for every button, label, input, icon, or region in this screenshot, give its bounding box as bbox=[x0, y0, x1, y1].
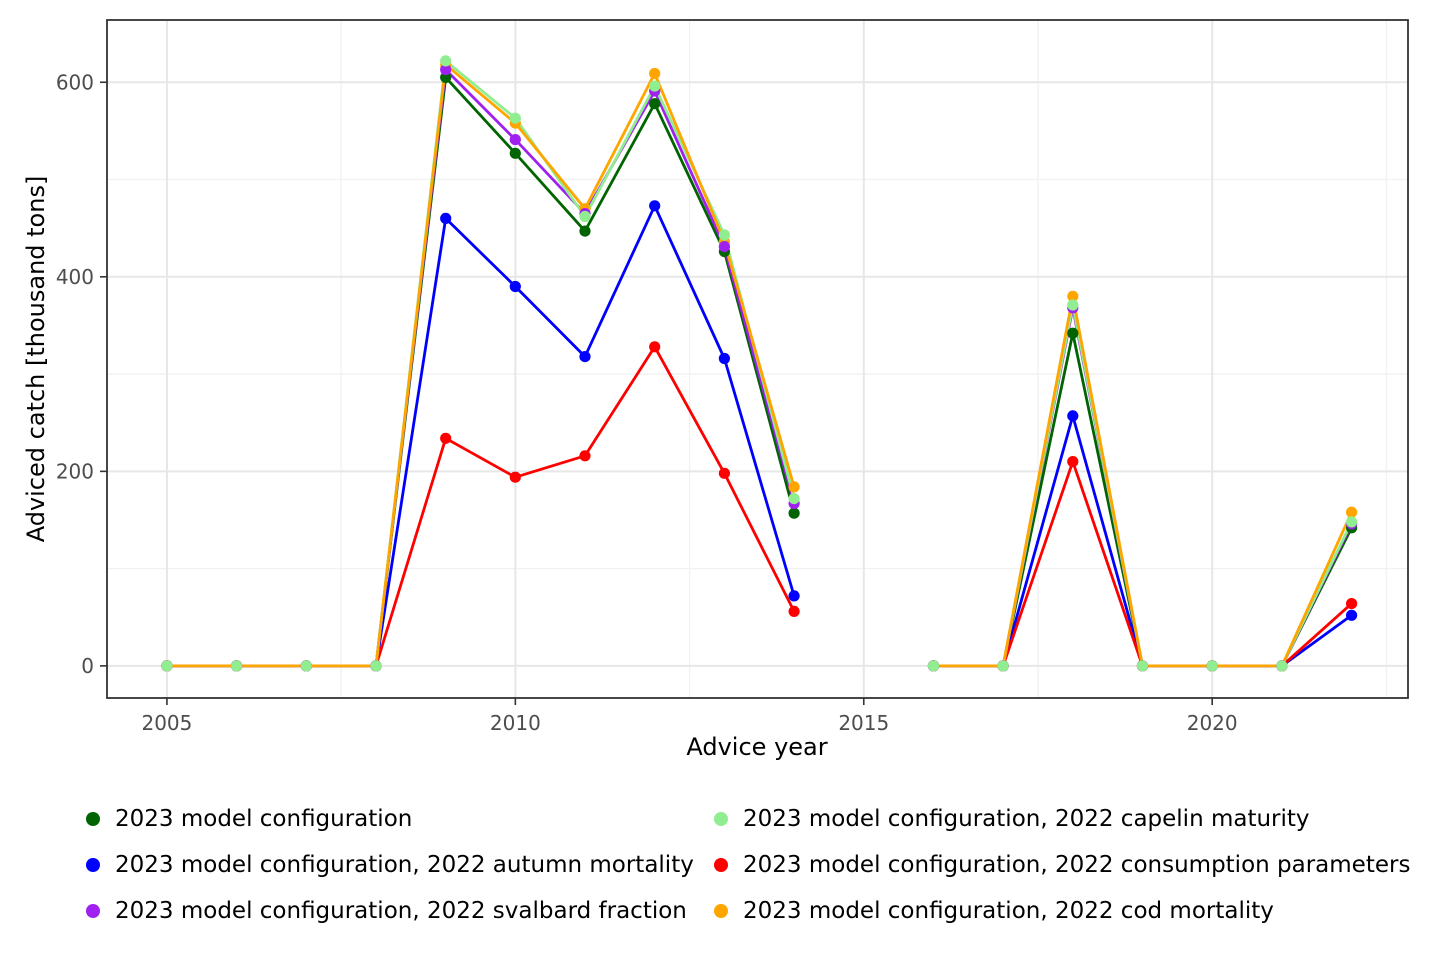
data-point bbox=[788, 493, 800, 505]
data-point bbox=[579, 210, 591, 223]
legend-item: 2023 model configuration, 2022 capelin m… bbox=[714, 806, 1410, 832]
data-point bbox=[649, 98, 661, 110]
legend-item: 2023 model configuration, 2022 autumn mo… bbox=[86, 852, 714, 878]
line-chart: 0 200 400 600 2005 2010 2015 2020 Advice year A… bbox=[22, 19, 1409, 761]
x-tick-label: 2010 bbox=[490, 711, 541, 735]
panel-border bbox=[106, 19, 1409, 699]
data-point bbox=[579, 225, 591, 237]
legend-item: 2023 model configuration, 2022 cod morta… bbox=[714, 898, 1410, 924]
legend-dot-icon bbox=[86, 858, 100, 872]
data-point bbox=[1136, 660, 1149, 672]
chart-series bbox=[161, 55, 1358, 672]
axis-ticks: 0 200 400 600 2005 2010 2015 2020 bbox=[56, 70, 1238, 735]
data-point bbox=[370, 660, 382, 672]
data-point bbox=[440, 432, 452, 444]
data-point bbox=[509, 471, 521, 483]
data-point bbox=[718, 352, 731, 365]
data-point bbox=[440, 55, 452, 67]
x-tick-label: 2005 bbox=[141, 711, 192, 735]
y-tick-label: 200 bbox=[56, 459, 94, 483]
data-point bbox=[440, 212, 452, 224]
panel-border-rect bbox=[106, 19, 1409, 699]
data-point bbox=[509, 112, 521, 124]
data-point bbox=[1276, 660, 1288, 672]
y-tick-label: 600 bbox=[56, 70, 94, 94]
data-point bbox=[1067, 299, 1079, 311]
x-tick-label: 2015 bbox=[838, 711, 889, 735]
legend-label: 2023 model configuration, 2022 svalbard … bbox=[115, 898, 687, 924]
data-point bbox=[440, 64, 452, 76]
legend-dot-icon bbox=[714, 812, 728, 826]
data-point bbox=[509, 147, 521, 159]
data-point bbox=[718, 229, 731, 241]
data-point bbox=[788, 481, 800, 493]
data-point bbox=[1067, 327, 1079, 339]
data-point bbox=[1346, 506, 1358, 518]
data-point bbox=[1346, 598, 1358, 610]
data-point bbox=[300, 660, 312, 672]
data-point bbox=[788, 590, 800, 602]
data-point bbox=[1067, 290, 1079, 302]
data-point bbox=[579, 351, 591, 363]
data-point bbox=[1067, 456, 1079, 468]
data-point bbox=[1067, 410, 1079, 422]
data-point bbox=[161, 660, 173, 672]
series-line bbox=[166, 204, 1353, 668]
data-point bbox=[788, 605, 800, 618]
legend-dot-icon bbox=[714, 858, 728, 872]
legend-dot-icon bbox=[86, 812, 100, 826]
data-point bbox=[1206, 660, 1218, 672]
y-tick-label: 0 bbox=[81, 654, 94, 678]
data-point bbox=[1346, 609, 1358, 621]
legend-dot-icon bbox=[714, 904, 728, 918]
data-point bbox=[649, 67, 661, 80]
data-point bbox=[509, 280, 521, 293]
data-point bbox=[649, 200, 661, 212]
data-point bbox=[927, 660, 940, 672]
legend-label: 2023 model configuration, 2022 autumn mo… bbox=[115, 852, 694, 878]
data-point bbox=[997, 660, 1009, 672]
y-tick-label: 400 bbox=[56, 265, 94, 289]
legend-label: 2023 model configuration, 2022 cod morta… bbox=[743, 898, 1274, 924]
series-line bbox=[166, 345, 1353, 668]
data-point bbox=[579, 450, 591, 462]
x-tick-label: 2020 bbox=[1187, 711, 1238, 735]
data-point bbox=[440, 71, 452, 83]
data-point bbox=[649, 341, 661, 353]
y-axis-title: Adviced catch [thousand tons] bbox=[22, 176, 50, 543]
x-axis-title: Advice year bbox=[686, 733, 827, 761]
series-line bbox=[166, 63, 1353, 668]
legend-label: 2023 model configuration, 2022 consumpti… bbox=[743, 852, 1411, 878]
data-point bbox=[1346, 516, 1358, 528]
data-point bbox=[509, 134, 521, 146]
legend-item: 2023 model configuration, 2022 svalbard … bbox=[86, 898, 714, 924]
legend-dot-icon bbox=[86, 904, 100, 918]
data-point bbox=[231, 660, 243, 672]
data-point bbox=[718, 467, 731, 479]
legend-label: 2023 model configuration bbox=[115, 806, 413, 832]
legend-item: 2023 model configuration bbox=[86, 806, 714, 832]
data-point bbox=[788, 507, 800, 519]
data-point bbox=[718, 241, 731, 253]
chart-legend: 2023 model configuration 2023 model confi… bbox=[86, 806, 1431, 924]
data-point bbox=[649, 80, 661, 92]
legend-label: 2023 model configuration, 2022 capelin m… bbox=[743, 806, 1310, 832]
legend-item: 2023 model configuration, 2022 consumpti… bbox=[714, 852, 1410, 878]
